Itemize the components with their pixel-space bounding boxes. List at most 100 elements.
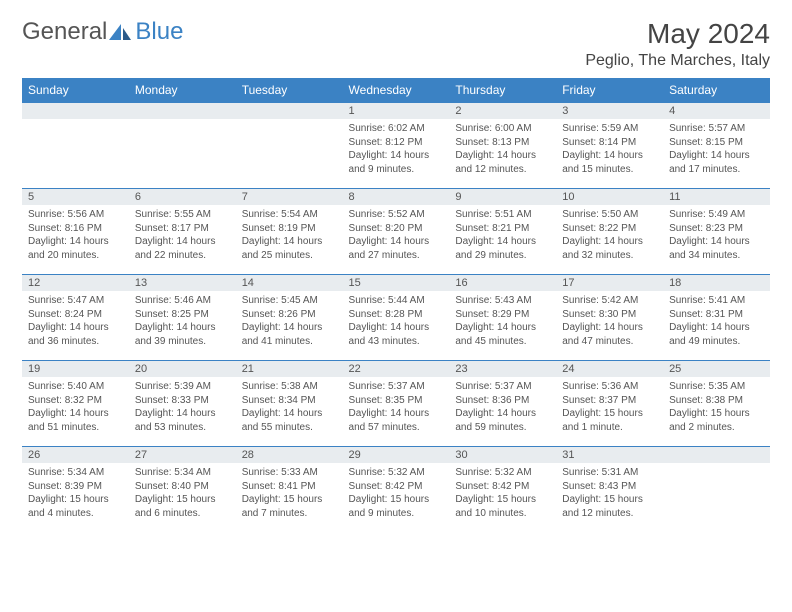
detail-line: Sunrise: 5:44 AM <box>349 294 444 308</box>
detail-line: Sunrise: 5:50 AM <box>562 208 657 222</box>
detail-line: Daylight: 15 hours and 12 minutes. <box>562 493 657 520</box>
detail-line: Sunset: 8:34 PM <box>242 394 337 408</box>
day-header-thursday: Thursday <box>449 78 556 103</box>
day-cell-14: 14Sunrise: 5:45 AMSunset: 8:26 PMDayligh… <box>236 275 343 361</box>
detail-line: Daylight: 14 hours and 15 minutes. <box>562 149 657 176</box>
day-cell-16: 16Sunrise: 5:43 AMSunset: 8:29 PMDayligh… <box>449 275 556 361</box>
day-details: Sunrise: 5:34 AMSunset: 8:40 PMDaylight:… <box>129 463 236 523</box>
day-number: 10 <box>556 189 663 205</box>
day-details: Sunrise: 5:35 AMSunset: 8:38 PMDaylight:… <box>663 377 770 437</box>
day-cell-4: 4Sunrise: 5:57 AMSunset: 8:15 PMDaylight… <box>663 103 770 189</box>
detail-line: Daylight: 14 hours and 55 minutes. <box>242 407 337 434</box>
detail-line: Daylight: 14 hours and 49 minutes. <box>669 321 764 348</box>
brand-logo: General Blue <box>22 18 183 46</box>
detail-line: Daylight: 14 hours and 27 minutes. <box>349 235 444 262</box>
detail-line: Sunrise: 5:56 AM <box>28 208 123 222</box>
month-title: May 2024 <box>585 18 770 50</box>
detail-line: Sunset: 8:21 PM <box>455 222 550 236</box>
week-row: 12Sunrise: 5:47 AMSunset: 8:24 PMDayligh… <box>22 275 770 361</box>
detail-line: Daylight: 14 hours and 41 minutes. <box>242 321 337 348</box>
detail-line: Daylight: 14 hours and 32 minutes. <box>562 235 657 262</box>
day-cell-20: 20Sunrise: 5:39 AMSunset: 8:33 PMDayligh… <box>129 361 236 447</box>
detail-line: Daylight: 14 hours and 9 minutes. <box>349 149 444 176</box>
day-number: 3 <box>556 103 663 119</box>
day-header-saturday: Saturday <box>663 78 770 103</box>
calendar-body: 1Sunrise: 6:02 AMSunset: 8:12 PMDaylight… <box>22 103 770 533</box>
detail-line: Sunset: 8:28 PM <box>349 308 444 322</box>
detail-line: Daylight: 14 hours and 20 minutes. <box>28 235 123 262</box>
detail-line: Sunset: 8:36 PM <box>455 394 550 408</box>
day-details: Sunrise: 5:47 AMSunset: 8:24 PMDaylight:… <box>22 291 129 351</box>
day-details: Sunrise: 5:32 AMSunset: 8:42 PMDaylight:… <box>343 463 450 523</box>
detail-line: Sunset: 8:22 PM <box>562 222 657 236</box>
detail-line: Sunset: 8:13 PM <box>455 136 550 150</box>
empty-cell <box>663 447 770 533</box>
day-number: 9 <box>449 189 556 205</box>
day-cell-11: 11Sunrise: 5:49 AMSunset: 8:23 PMDayligh… <box>663 189 770 275</box>
day-details: Sunrise: 5:59 AMSunset: 8:14 PMDaylight:… <box>556 119 663 179</box>
day-details: Sunrise: 5:52 AMSunset: 8:20 PMDaylight:… <box>343 205 450 265</box>
detail-line: Daylight: 15 hours and 9 minutes. <box>349 493 444 520</box>
detail-line: Sunset: 8:42 PM <box>455 480 550 494</box>
detail-line: Sunset: 8:41 PM <box>242 480 337 494</box>
day-header-wednesday: Wednesday <box>343 78 450 103</box>
detail-line: Sunrise: 5:43 AM <box>455 294 550 308</box>
header: General Blue May 2024 Peglio, The Marche… <box>22 18 770 70</box>
day-cell-8: 8Sunrise: 5:52 AMSunset: 8:20 PMDaylight… <box>343 189 450 275</box>
day-number: 25 <box>663 361 770 377</box>
brand-name-1: General <box>22 18 107 46</box>
week-row: 26Sunrise: 5:34 AMSunset: 8:39 PMDayligh… <box>22 447 770 533</box>
day-cell-22: 22Sunrise: 5:37 AMSunset: 8:35 PMDayligh… <box>343 361 450 447</box>
detail-line: Daylight: 14 hours and 51 minutes. <box>28 407 123 434</box>
day-header-friday: Friday <box>556 78 663 103</box>
detail-line: Sunrise: 5:45 AM <box>242 294 337 308</box>
day-cell-26: 26Sunrise: 5:34 AMSunset: 8:39 PMDayligh… <box>22 447 129 533</box>
day-number: 1 <box>343 103 450 119</box>
day-details: Sunrise: 5:38 AMSunset: 8:34 PMDaylight:… <box>236 377 343 437</box>
sail-icon <box>107 22 133 42</box>
day-details: Sunrise: 5:34 AMSunset: 8:39 PMDaylight:… <box>22 463 129 523</box>
day-cell-9: 9Sunrise: 5:51 AMSunset: 8:21 PMDaylight… <box>449 189 556 275</box>
detail-line: Sunset: 8:42 PM <box>349 480 444 494</box>
day-header-sunday: Sunday <box>22 78 129 103</box>
detail-line: Sunset: 8:29 PM <box>455 308 550 322</box>
day-details: Sunrise: 6:00 AMSunset: 8:13 PMDaylight:… <box>449 119 556 179</box>
day-details: Sunrise: 5:31 AMSunset: 8:43 PMDaylight:… <box>556 463 663 523</box>
week-row: 1Sunrise: 6:02 AMSunset: 8:12 PMDaylight… <box>22 103 770 189</box>
day-details: Sunrise: 5:33 AMSunset: 8:41 PMDaylight:… <box>236 463 343 523</box>
day-cell-17: 17Sunrise: 5:42 AMSunset: 8:30 PMDayligh… <box>556 275 663 361</box>
day-number: 31 <box>556 447 663 463</box>
day-details: Sunrise: 6:02 AMSunset: 8:12 PMDaylight:… <box>343 119 450 179</box>
detail-line: Sunrise: 5:42 AM <box>562 294 657 308</box>
day-details: Sunrise: 5:55 AMSunset: 8:17 PMDaylight:… <box>129 205 236 265</box>
day-number: 11 <box>663 189 770 205</box>
day-details <box>129 119 236 179</box>
detail-line: Sunrise: 5:37 AM <box>455 380 550 394</box>
day-details: Sunrise: 5:56 AMSunset: 8:16 PMDaylight:… <box>22 205 129 265</box>
detail-line: Sunset: 8:19 PM <box>242 222 337 236</box>
detail-line: Sunset: 8:40 PM <box>135 480 230 494</box>
detail-line: Sunrise: 6:02 AM <box>349 122 444 136</box>
detail-line: Sunrise: 5:59 AM <box>562 122 657 136</box>
detail-line: Daylight: 14 hours and 47 minutes. <box>562 321 657 348</box>
day-details <box>22 119 129 179</box>
day-details <box>663 463 770 523</box>
detail-line: Daylight: 15 hours and 10 minutes. <box>455 493 550 520</box>
detail-line: Sunrise: 5:34 AM <box>28 466 123 480</box>
day-details: Sunrise: 5:57 AMSunset: 8:15 PMDaylight:… <box>663 119 770 179</box>
detail-line: Daylight: 15 hours and 7 minutes. <box>242 493 337 520</box>
day-number: 28 <box>236 447 343 463</box>
detail-line: Sunset: 8:16 PM <box>28 222 123 236</box>
day-number: 21 <box>236 361 343 377</box>
detail-line: Sunrise: 5:35 AM <box>669 380 764 394</box>
day-number: 18 <box>663 275 770 291</box>
day-details: Sunrise: 5:37 AMSunset: 8:35 PMDaylight:… <box>343 377 450 437</box>
detail-line: Daylight: 15 hours and 2 minutes. <box>669 407 764 434</box>
day-details: Sunrise: 5:42 AMSunset: 8:30 PMDaylight:… <box>556 291 663 351</box>
day-number: 19 <box>22 361 129 377</box>
detail-line: Sunrise: 5:41 AM <box>669 294 764 308</box>
detail-line: Sunrise: 6:00 AM <box>455 122 550 136</box>
detail-line: Sunrise: 5:38 AM <box>242 380 337 394</box>
detail-line: Daylight: 14 hours and 29 minutes. <box>455 235 550 262</box>
day-cell-27: 27Sunrise: 5:34 AMSunset: 8:40 PMDayligh… <box>129 447 236 533</box>
